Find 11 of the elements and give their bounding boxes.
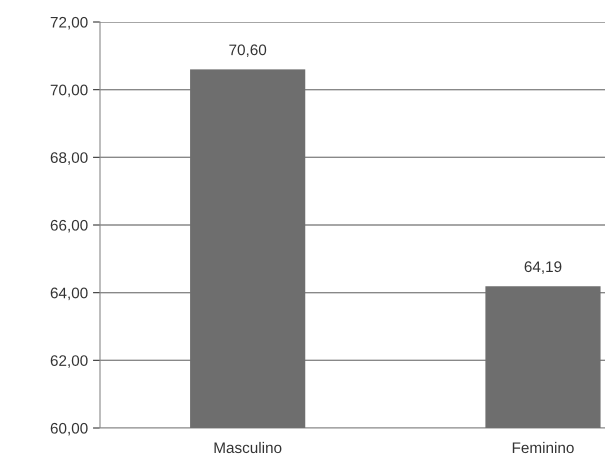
y-tick-label: 72,00 <box>50 16 88 30</box>
y-tick-label: 64,00 <box>50 288 88 300</box>
x-tick-label: Feminino <box>512 442 574 454</box>
y-tick-label: 60,00 <box>50 422 88 436</box>
data-label: 64,19 <box>524 261 562 274</box>
x-tick-label: Masculino <box>214 442 282 454</box>
y-tick-label: 68,00 <box>50 152 88 165</box>
data-label: 70,60 <box>229 44 266 58</box>
y-tick-label: 62,00 <box>50 355 88 368</box>
y-tick-label: 66,00 <box>50 220 88 232</box>
y-tick-label: 70,00 <box>50 84 88 98</box>
